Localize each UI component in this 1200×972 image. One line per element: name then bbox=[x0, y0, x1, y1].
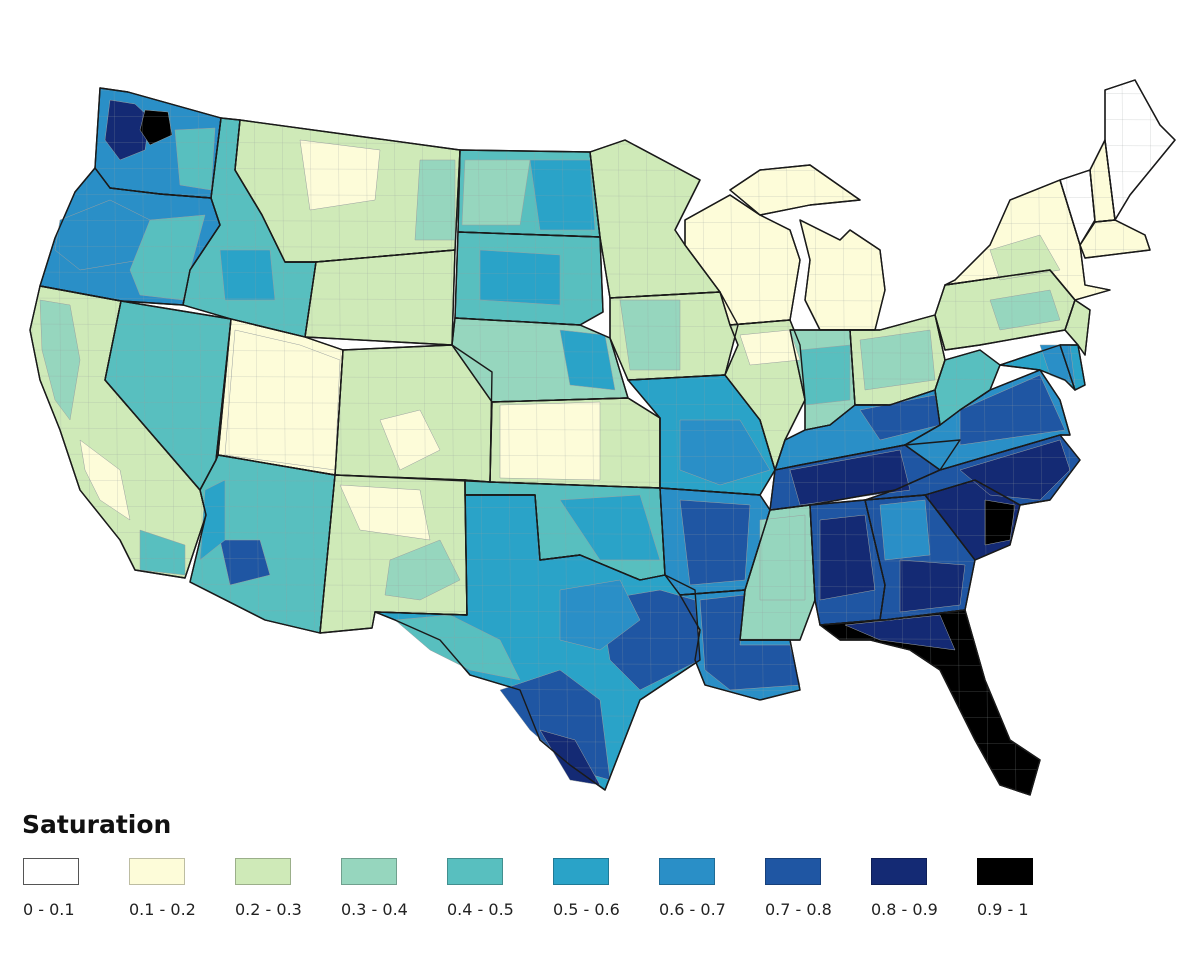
region-wa-black bbox=[139, 109, 173, 146]
region-nm-yellow bbox=[339, 484, 431, 541]
region-tx-navy bbox=[539, 729, 601, 786]
state-me bbox=[1104, 79, 1176, 221]
legend-label: 0.2 - 0.3 bbox=[235, 900, 302, 919]
legend-label: 0.9 - 1 bbox=[977, 900, 1029, 919]
county-line bbox=[617, 80, 625, 795]
us-saturation-map bbox=[29, 79, 1184, 800]
region-oh-mid bbox=[859, 329, 936, 391]
legend-swatch bbox=[23, 858, 79, 885]
county-line bbox=[1149, 80, 1157, 795]
state-border-ms bbox=[739, 504, 816, 641]
regional-detail-layer bbox=[39, 99, 1076, 786]
state-wy bbox=[304, 249, 456, 346]
county-line bbox=[505, 80, 513, 795]
county-lines-layer bbox=[30, 80, 1184, 800]
region-sc-black bbox=[984, 499, 1016, 546]
region-tn-navy bbox=[789, 449, 911, 506]
region-ar-dark bbox=[679, 499, 751, 586]
legend-label: 0.5 - 0.6 bbox=[553, 900, 620, 919]
county-line bbox=[30, 531, 1175, 537]
state-border-wv bbox=[934, 349, 1001, 426]
region-nm-mid bbox=[384, 539, 461, 601]
county-line bbox=[30, 505, 1175, 511]
region-ok-teal bbox=[559, 494, 661, 561]
legend-label: 0 - 0.1 bbox=[23, 900, 75, 919]
region-or-east bbox=[129, 214, 206, 301]
county-line bbox=[533, 80, 541, 795]
legend-swatch bbox=[235, 858, 291, 885]
county-line bbox=[729, 80, 737, 795]
region-al-navy bbox=[819, 514, 876, 601]
county-line bbox=[30, 80, 37, 795]
legend-swatch bbox=[341, 858, 397, 885]
legend-label: 0.7 - 0.8 bbox=[765, 900, 832, 919]
region-nd-teal bbox=[529, 159, 596, 231]
county-line bbox=[1178, 80, 1184, 800]
region-pa-mid bbox=[989, 289, 1061, 331]
region-ms-green bbox=[759, 514, 806, 601]
region-mo-dark bbox=[679, 419, 771, 486]
region-ga-navy bbox=[899, 559, 966, 613]
legend-title: Saturation bbox=[22, 810, 172, 839]
county-line bbox=[757, 80, 765, 795]
region-fl-north bbox=[844, 614, 956, 651]
county-line bbox=[30, 427, 1175, 433]
state-border-tx bbox=[374, 494, 701, 791]
state-border-ny bbox=[944, 179, 1111, 301]
legend-label: 0.3 - 0.4 bbox=[341, 900, 408, 919]
county-line bbox=[30, 791, 1175, 795]
region-va-dark bbox=[959, 374, 1066, 446]
legend: 0 - 0.1 0.1 - 0.2 0.2 - 0.3 0.3 - 0.4 0.4 - … bbox=[0, 858, 1200, 928]
legend-swatch bbox=[765, 858, 821, 885]
county-line bbox=[589, 80, 597, 795]
legend-swatch bbox=[447, 858, 503, 885]
county-line bbox=[30, 453, 1175, 459]
legend-label: 0.8 - 0.9 bbox=[871, 900, 938, 919]
region-mt-east bbox=[414, 159, 456, 241]
legend-swatch bbox=[977, 858, 1033, 885]
legend-swatch bbox=[659, 858, 715, 885]
region-id-dark bbox=[219, 249, 276, 301]
state-border-nj bbox=[1064, 299, 1091, 356]
county-line bbox=[645, 80, 653, 795]
map-svg bbox=[29, 79, 1184, 800]
legend-label: 0.4 - 0.5 bbox=[447, 900, 514, 919]
region-nc-navy bbox=[959, 439, 1071, 501]
region-in-mid bbox=[799, 344, 851, 406]
state-border-sd bbox=[454, 231, 604, 326]
region-ia-mid bbox=[619, 299, 681, 371]
county-line bbox=[30, 479, 1175, 485]
legend-swatch bbox=[129, 858, 185, 885]
county-line bbox=[785, 80, 793, 795]
legend-swatch bbox=[553, 858, 609, 885]
region-wa-dark bbox=[104, 99, 151, 161]
region-az-dark bbox=[219, 539, 271, 586]
region-il-yellow bbox=[739, 329, 801, 366]
county-line bbox=[561, 80, 569, 795]
legend-label: 0.1 - 0.2 bbox=[129, 900, 196, 919]
region-mt-yellow bbox=[299, 139, 381, 211]
region-ny-green bbox=[989, 234, 1061, 281]
state-border-wi bbox=[684, 194, 801, 326]
legend-swatch bbox=[871, 858, 927, 885]
region-ks-yellow bbox=[499, 401, 601, 481]
county-line bbox=[30, 245, 1175, 251]
region-ut-yellow bbox=[224, 329, 341, 471]
state-border-de bbox=[1059, 344, 1086, 391]
state-border-fl bbox=[819, 609, 1041, 796]
county-line bbox=[30, 89, 1175, 95]
region-tx-mid bbox=[559, 579, 641, 651]
legend-label: 0.6 - 0.7 bbox=[659, 900, 726, 919]
region-tx-dark bbox=[499, 669, 611, 781]
region-sd-teal bbox=[479, 249, 561, 306]
state-border-md bbox=[999, 344, 1076, 391]
state-border-mi bbox=[729, 164, 886, 331]
county-line bbox=[30, 401, 1175, 407]
state-border-ma bbox=[1079, 219, 1151, 259]
region-ne-teal bbox=[559, 329, 616, 391]
state-border-tn bbox=[769, 439, 961, 511]
state-border-me bbox=[1104, 79, 1176, 221]
region-wa-east bbox=[174, 127, 216, 191]
